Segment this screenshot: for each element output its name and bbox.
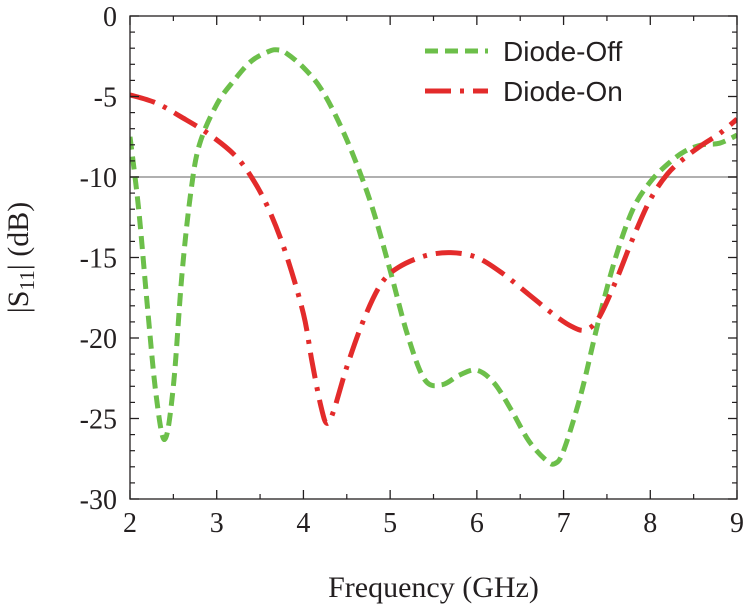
- x-tick-label: 8: [643, 508, 657, 539]
- y-tick-label: -25: [80, 405, 117, 436]
- y-axis-title: |S11| (dB): [2, 202, 39, 313]
- y-tick-label: -10: [80, 163, 117, 194]
- y-tick-label: -5: [94, 83, 117, 114]
- legend: Diode-Off Diode-On: [425, 36, 623, 107]
- x-tick-label: 3: [210, 508, 224, 539]
- y-axis-title-tail: | (dB): [2, 202, 35, 271]
- y-tick-label: -15: [80, 244, 117, 275]
- y-tick-label: -20: [80, 324, 117, 355]
- y-axis-title-subscript: 11: [15, 270, 39, 290]
- x-tick-label: 9: [730, 508, 744, 539]
- x-tick-label: 5: [383, 508, 397, 539]
- tick-label-layer: 2 3 4 5 6 7 8 9 0 -5 -10 -15 -20 -25 -30: [80, 2, 744, 539]
- legend-label-diode-off: Diode-Off: [503, 36, 623, 67]
- y-tick-label: -30: [80, 485, 117, 516]
- plot-frame: [129, 15, 738, 500]
- x-tick-label: 2: [123, 508, 137, 539]
- x-axis-title: Frequency (GHz): [328, 571, 539, 604]
- series-layer: [130, 47, 737, 467]
- y-tick-label: 0: [103, 2, 117, 33]
- series-line-diode-off: [130, 47, 737, 467]
- series-line-diode-on: [130, 92, 737, 426]
- x-tick-label: 6: [470, 508, 484, 539]
- legend-label-diode-on: Diode-On: [503, 76, 623, 107]
- tick-layer: [129, 15, 738, 500]
- x-tick-label: 7: [557, 508, 571, 539]
- x-tick-label: 4: [296, 508, 310, 539]
- y-axis-title-main: |S: [2, 291, 35, 314]
